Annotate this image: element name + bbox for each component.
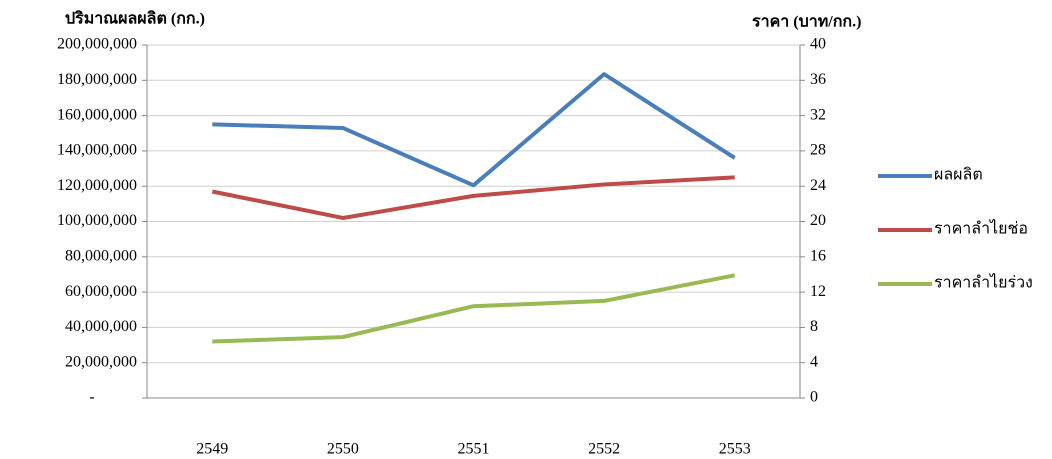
y2-tick-label: 24	[810, 177, 826, 194]
legend-label: ผลผลิต	[934, 167, 983, 184]
x-tick-label: 2551	[458, 441, 490, 458]
y2-tick-label: 8	[810, 318, 818, 335]
x-tick-label: 2550	[327, 441, 359, 458]
y-tick-label: 100,000,000	[57, 212, 137, 229]
y2-tick-label: 28	[810, 142, 826, 159]
y2-tick-label: 20	[810, 212, 826, 229]
y2-tick-label: 0	[810, 389, 818, 406]
y-tick-label: -	[89, 389, 94, 406]
y-axis-title: ปริมาณผลผลิต (กก.)	[65, 10, 205, 28]
x-tick-label: 2549	[196, 441, 228, 458]
y-tick-label: 60,000,000	[65, 283, 137, 300]
y-tick-label: 140,000,000	[57, 142, 137, 159]
series-line	[211, 175, 735, 220]
y-tick-label: 20,000,000	[65, 353, 137, 370]
y2-axis-title: ราคา (บาท/กก.)	[752, 14, 861, 31]
legend-label: ราคาลำไยช่อ	[934, 219, 1028, 238]
y2-tick-label: 4	[810, 353, 818, 370]
y2-tick-label: 32	[810, 106, 826, 123]
y2-tick-label: 36	[810, 71, 826, 88]
x-tick-label: 2553	[719, 441, 751, 458]
y2-tick-label: 40	[810, 36, 826, 53]
y-tick-label: 120,000,000	[57, 177, 137, 194]
y2-tick-label: 16	[810, 247, 826, 264]
series-line	[212, 273, 736, 344]
y-tick-label: 40,000,000	[65, 318, 137, 335]
y-tick-label: 80,000,000	[65, 247, 137, 264]
x-tick-label: 2552	[588, 441, 620, 458]
y2-tick-label: 12	[810, 283, 826, 300]
series-line	[212, 72, 736, 188]
legend-label: ราคาลำไยร่วง	[934, 273, 1033, 292]
y-tick-label: 200,000,000	[57, 36, 137, 53]
y-tick-label: 180,000,000	[57, 71, 137, 88]
y-tick-label: 160,000,000	[57, 106, 137, 123]
